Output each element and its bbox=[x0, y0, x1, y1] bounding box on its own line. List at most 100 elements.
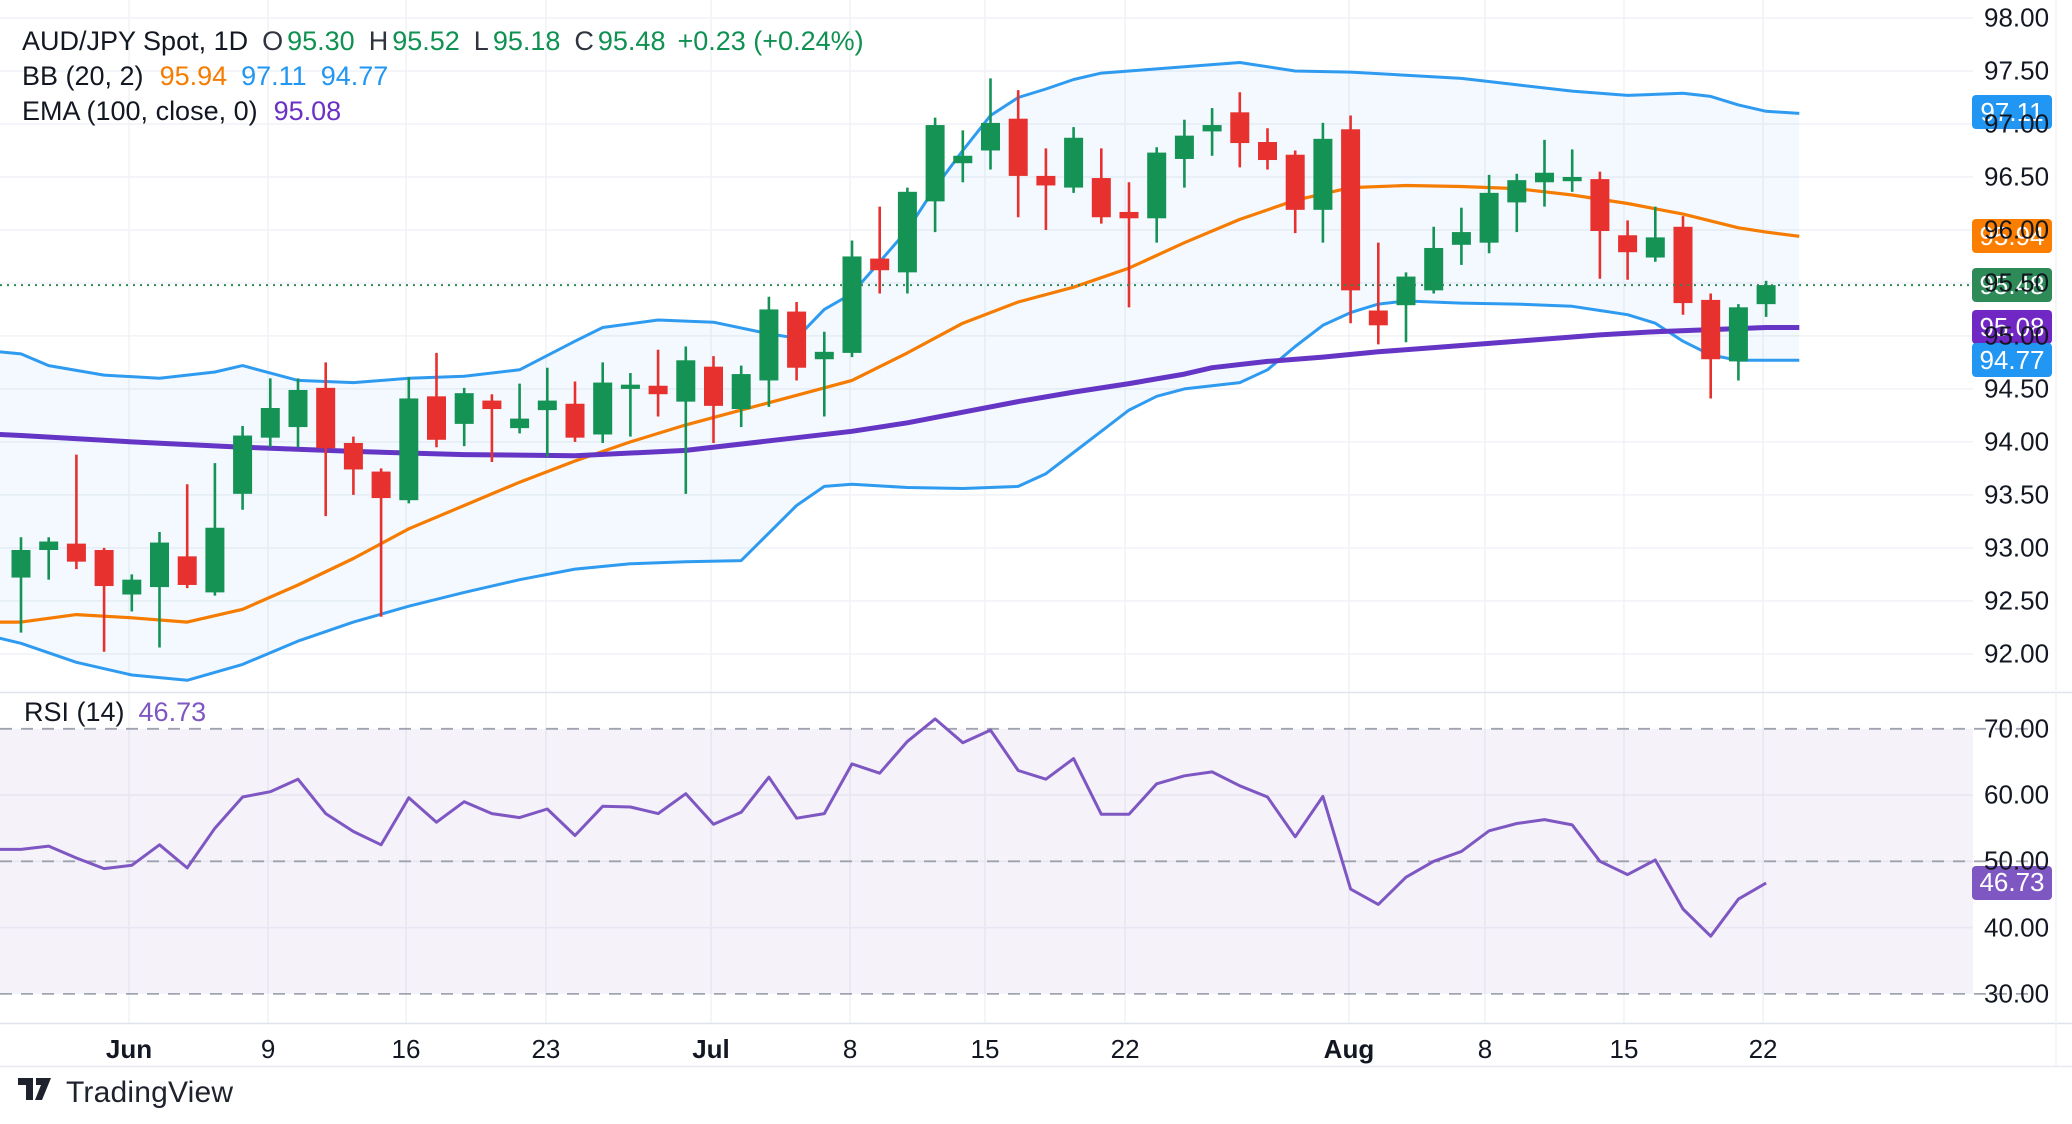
tradingview-logo[interactable]: TradingView bbox=[18, 1076, 233, 1110]
candle-body bbox=[1341, 129, 1361, 291]
candle-body bbox=[648, 385, 668, 395]
bb-lower-value: 94.77 bbox=[320, 61, 389, 91]
candle-body bbox=[427, 396, 446, 440]
price-tick-label: 96.00 bbox=[1984, 214, 2050, 245]
bb-upper-price-badge: 97.11 bbox=[1972, 95, 2052, 130]
candle-body bbox=[1728, 307, 1748, 362]
bollinger-basis-line bbox=[0, 183, 1800, 624]
time-tick-label: Aug bbox=[1323, 1034, 1375, 1064]
candle-body bbox=[842, 256, 862, 353]
candle-body bbox=[1424, 247, 1444, 291]
candle-body bbox=[150, 542, 169, 588]
close-value: 95.48 bbox=[597, 26, 666, 56]
rsi-tick-label: 40.00 bbox=[1984, 912, 2050, 943]
candle-body bbox=[11, 549, 31, 578]
candle-body bbox=[814, 351, 834, 360]
candle-body bbox=[343, 442, 363, 470]
candle-body bbox=[94, 549, 114, 587]
time-tick-label: 22 bbox=[1748, 1034, 1778, 1064]
candle-body bbox=[1036, 175, 1056, 186]
time-tick-label: 22 bbox=[1110, 1034, 1140, 1064]
price-tick-label: 93.00 bbox=[1984, 532, 2050, 563]
close-label: C bbox=[574, 26, 594, 56]
time-tick-label: 15 bbox=[970, 1034, 1000, 1064]
candle-body bbox=[288, 389, 308, 428]
price-tick-label: 94.00 bbox=[1984, 426, 2050, 457]
candle-body bbox=[205, 527, 225, 593]
time-tick-label: 8 bbox=[842, 1034, 858, 1064]
rsi-value-badge: 46.73 bbox=[1972, 865, 2052, 900]
time-tick-label: 8 bbox=[1477, 1034, 1493, 1064]
candle-body bbox=[122, 579, 142, 595]
high-label: H bbox=[368, 26, 389, 56]
candle-body bbox=[1562, 176, 1582, 182]
candle-body bbox=[1008, 118, 1028, 176]
candle-body bbox=[1451, 232, 1471, 245]
bollinger-upper-line bbox=[0, 61, 1800, 385]
candle-body bbox=[482, 400, 502, 410]
candle-body bbox=[953, 155, 973, 164]
price-tick-label: 92.50 bbox=[1984, 585, 2050, 616]
candle-body bbox=[704, 366, 723, 406]
candle-body bbox=[316, 387, 336, 449]
price-tick-label: 95.50 bbox=[1984, 267, 2050, 298]
candle-body bbox=[620, 384, 640, 389]
candle-body bbox=[537, 400, 557, 411]
candle-body bbox=[1507, 180, 1527, 203]
rsi-tick-label: 50.00 bbox=[1984, 845, 2050, 876]
time-tick-label: 15 bbox=[1609, 1034, 1639, 1064]
low-value: 95.18 bbox=[492, 26, 561, 56]
ema-indicator-label: EMA (100, close, 0) bbox=[22, 96, 258, 126]
bb-basis-price-badge: 95.94 bbox=[1972, 219, 2052, 254]
price-tick-label: 95.00 bbox=[1984, 320, 2050, 351]
legend-bb-row[interactable]: BB (20, 2) 95.94 97.11 94.77 bbox=[22, 61, 864, 91]
candle-body bbox=[260, 407, 280, 438]
candle-body bbox=[1479, 192, 1499, 243]
time-tick-label: Jul bbox=[692, 1034, 730, 1064]
candle-body bbox=[1590, 179, 1610, 232]
tradingview-logo-icon bbox=[18, 1078, 51, 1100]
rsi-tick-label: 30.00 bbox=[1984, 978, 2050, 1009]
candle-body bbox=[981, 122, 1000, 151]
candle-body bbox=[565, 403, 585, 438]
time-tick-label: 16 bbox=[391, 1034, 421, 1064]
candle-body bbox=[1064, 137, 1084, 188]
candle-body bbox=[897, 191, 917, 273]
bb-upper-value: 97.11 bbox=[241, 61, 307, 91]
change-value: +0.23 (+0.24%) bbox=[677, 26, 864, 56]
candle-body bbox=[1396, 276, 1416, 306]
candle-body bbox=[1313, 138, 1333, 210]
low-label: L bbox=[473, 26, 489, 56]
ema-value: 95.08 bbox=[273, 96, 342, 126]
bb-indicator-label: BB (20, 2) bbox=[22, 61, 144, 91]
candle-body bbox=[1174, 135, 1194, 159]
legend-ema-row[interactable]: EMA (100, close, 0) 95.08 bbox=[22, 96, 864, 126]
tradingview-logo-text: TradingView bbox=[66, 1076, 234, 1109]
rsi-value: 46.73 bbox=[138, 696, 207, 727]
candle-body bbox=[925, 125, 945, 202]
candle-body bbox=[510, 418, 530, 429]
candle-body bbox=[1756, 285, 1776, 305]
candle-body bbox=[454, 393, 474, 424]
candle-body bbox=[1091, 178, 1111, 218]
candle-body bbox=[870, 258, 890, 271]
candle-body bbox=[39, 541, 59, 550]
rsi-indicator-label: RSI (14) bbox=[24, 696, 125, 727]
candle-body bbox=[1285, 154, 1305, 210]
ema-price-badge: 95.08 bbox=[1972, 310, 2052, 345]
bb-lower-price-badge: 94.77 bbox=[1972, 343, 2052, 378]
time-tick-label: Jun bbox=[105, 1034, 153, 1064]
legend-rsi-row[interactable]: RSI (14) 46.73 bbox=[24, 696, 207, 727]
candle-body bbox=[1258, 142, 1277, 161]
open-label: O bbox=[262, 26, 284, 56]
high-value: 95.52 bbox=[392, 26, 460, 56]
price-tick-label: 92.00 bbox=[1984, 638, 2050, 669]
price-tick-label: 97.50 bbox=[1984, 55, 2050, 86]
candle-body bbox=[787, 311, 807, 368]
candle-body bbox=[233, 435, 253, 494]
last-price-badge: 95.48 bbox=[1972, 268, 2052, 303]
